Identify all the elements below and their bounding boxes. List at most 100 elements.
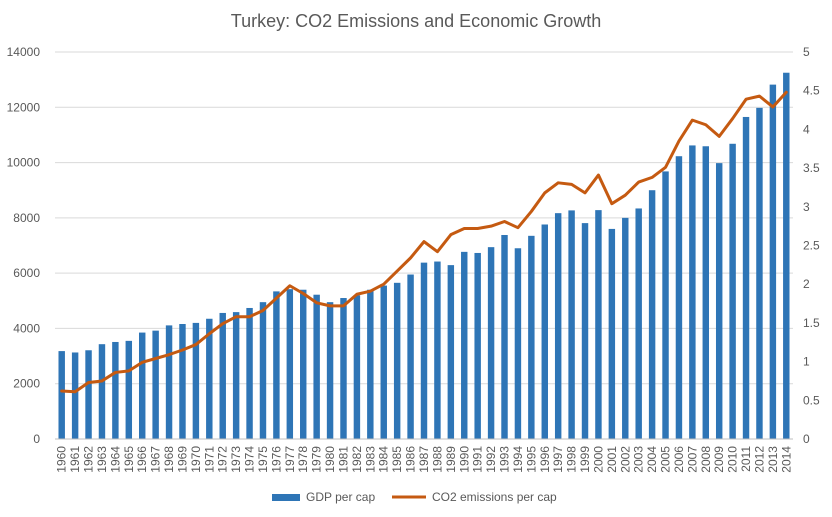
x-tick-label: 2002: [618, 446, 632, 473]
x-tick-label: 2010: [726, 446, 740, 473]
x-tick-label: 2005: [659, 446, 673, 473]
gdp-bar: [407, 274, 414, 439]
gdp-bar: [568, 210, 575, 439]
x-tick-label: 1982: [350, 446, 364, 473]
x-tick-label: 2012: [752, 446, 766, 473]
gdp-bar: [434, 261, 441, 439]
y-right-tick-label: 4: [803, 122, 810, 136]
gdp-bar: [313, 294, 320, 439]
legend-label-gdp: GDP per cap: [306, 490, 375, 504]
gdp-bar: [702, 146, 710, 439]
gdp-bar: [554, 213, 562, 439]
x-tick-label: 2009: [712, 446, 726, 473]
gdp-bar: [125, 340, 133, 439]
gdp-bar: [300, 289, 307, 439]
x-tick-label: 1996: [538, 446, 552, 473]
gdp-bar: [420, 262, 428, 439]
gdp-bar: [648, 190, 656, 439]
x-tick-label: 1976: [269, 446, 283, 473]
x-tick-label: 1999: [578, 446, 592, 473]
x-tick-label: 2007: [685, 446, 699, 473]
gdp-bar: [192, 322, 200, 439]
gdp-bar: [581, 223, 589, 439]
x-tick-label: 2013: [766, 446, 780, 473]
gdp-bar: [622, 217, 629, 439]
gdp-bar: [729, 143, 736, 439]
gdp-bar: [608, 228, 616, 439]
x-tick-label: 1991: [471, 446, 485, 473]
gdp-bar: [541, 224, 548, 439]
y-right-tick-label: 3.5: [803, 161, 820, 175]
gdp-bar: [259, 302, 267, 439]
x-tick-label: 1969: [175, 446, 189, 473]
y-left-tick-label: 14000: [7, 45, 41, 59]
gdp-bar: [165, 325, 173, 439]
x-tick-label: 1972: [216, 446, 230, 473]
gdp-bar: [206, 318, 213, 439]
x-tick-label: 1986: [404, 446, 418, 473]
gdp-bar: [514, 248, 522, 439]
gdp-bar: [98, 344, 106, 439]
y-right-tick-label: 1: [803, 355, 810, 369]
y-left-tick-label: 0: [33, 432, 40, 446]
x-tick-label: 2008: [699, 446, 713, 473]
x-tick-label: 1992: [484, 446, 498, 473]
gdp-bar: [675, 156, 683, 440]
y-left-tick-label: 4000: [13, 321, 40, 335]
x-tick-label: 1997: [551, 446, 565, 473]
gdp-bar: [689, 145, 696, 439]
x-tick-label: 1994: [511, 446, 525, 473]
gdp-bar: [662, 171, 669, 439]
gdp-bar: [286, 289, 294, 439]
gdp-bar: [769, 84, 777, 440]
x-tick-label: 2011: [739, 446, 753, 472]
y-right-tick-label: 4.5: [803, 84, 820, 98]
x-tick-label: 1962: [82, 446, 96, 473]
gdp-bar: [71, 352, 79, 439]
gdp-bar: [58, 351, 65, 439]
x-tick-label: 1977: [283, 446, 297, 473]
x-tick-label: 1981: [336, 446, 350, 473]
x-tick-label: 1987: [417, 446, 431, 473]
gdp-bar: [138, 332, 146, 439]
gdp-bar: [232, 312, 240, 439]
x-tick-label: 1989: [444, 446, 458, 473]
axes: 0 2000 4000 6000 8000 10000 12000 14000 0 0.5 1 1.5…: [7, 45, 820, 473]
x-tick-label: 1984: [377, 446, 391, 473]
y-left-tick-label: 6000: [13, 266, 40, 280]
y-left-tick-label: 2000: [13, 377, 40, 391]
x-tick-label: 1960: [55, 446, 69, 473]
gdp-bar: [179, 324, 186, 439]
y-left-tick-label: 10000: [7, 156, 41, 170]
x-tick-label: 1988: [430, 446, 444, 473]
y-right-tick-label: 2.5: [803, 239, 820, 253]
x-tick-label: 1965: [122, 446, 136, 473]
y-right-tick-label: 0: [803, 432, 810, 446]
x-tick-label: 1974: [243, 446, 257, 473]
gdp-bar: [742, 116, 750, 439]
x-tick-label: 1993: [498, 446, 512, 473]
gdp-bar: [783, 72, 790, 439]
x-tick-label: 1978: [296, 446, 310, 473]
gdp-bar: [501, 234, 508, 439]
x-tick-label: 1998: [565, 446, 579, 473]
x-tick-label: 1967: [149, 446, 163, 473]
x-tick-label: 1963: [95, 446, 109, 473]
gdp-bars: [58, 72, 790, 440]
x-tick-label: 1973: [229, 446, 243, 473]
x-tick-label: 2003: [632, 446, 646, 473]
gdp-bar: [152, 330, 159, 439]
gdp-bar: [353, 295, 361, 439]
y-left-tick-label: 8000: [13, 211, 40, 225]
gdp-bar: [380, 285, 387, 439]
y-right-tick-label: 2: [803, 277, 810, 291]
gdp-bar: [367, 289, 374, 439]
x-tick-label: 2014: [779, 446, 793, 473]
gdp-bar: [246, 307, 253, 439]
x-tick-label: 1968: [162, 446, 176, 473]
gdp-bar: [715, 163, 723, 440]
x-tick-label: 2001: [605, 446, 619, 473]
y-right-tick-label: 0.5: [803, 393, 820, 407]
x-tick-label: 2000: [591, 446, 605, 473]
